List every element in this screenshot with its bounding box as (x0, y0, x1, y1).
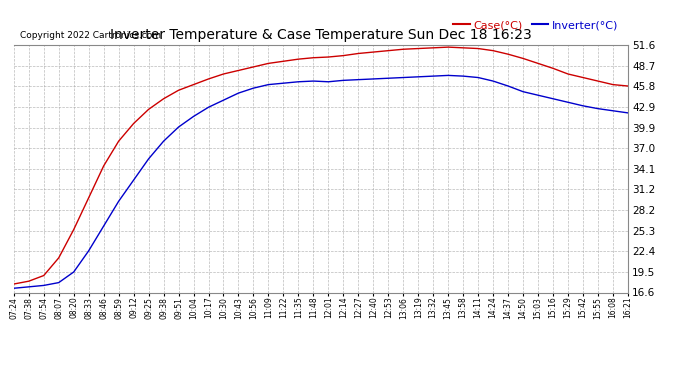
Title: Inverter Temperature & Case Temperature Sun Dec 18 16:23: Inverter Temperature & Case Temperature … (110, 28, 532, 42)
Legend: Case(°C), Inverter(°C): Case(°C), Inverter(°C) (449, 16, 622, 35)
Text: Copyright 2022 Cartronics.com: Copyright 2022 Cartronics.com (20, 31, 161, 40)
